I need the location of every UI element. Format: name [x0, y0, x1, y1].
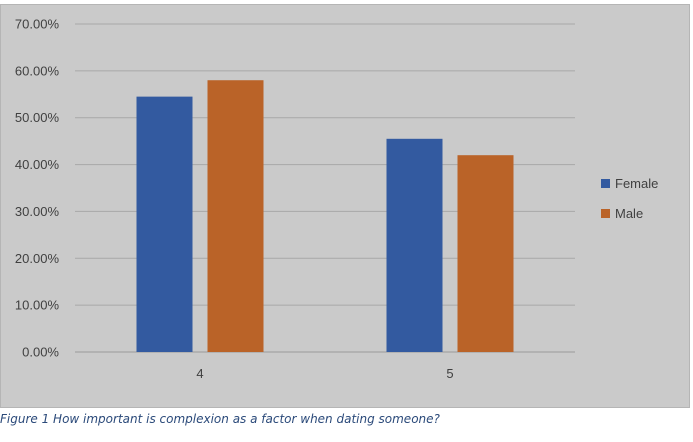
y-tick-label: 40.00% — [15, 157, 60, 172]
bar-female-4 — [136, 96, 193, 352]
x-tick-label: 4 — [196, 366, 203, 381]
legend-swatch-male — [601, 209, 610, 218]
bars — [136, 80, 514, 352]
y-tick-label: 0.00% — [22, 345, 59, 360]
legend-swatch-female — [601, 179, 610, 188]
bar-male-4 — [207, 80, 264, 352]
y-tick-label: 10.00% — [15, 298, 60, 313]
x-tick-label: 5 — [446, 366, 453, 381]
y-tick-label: 60.00% — [15, 63, 60, 78]
y-tick-label: 20.00% — [15, 251, 60, 266]
figure-caption: Figure 1 How important is complexion as … — [0, 412, 440, 426]
bar-male-5 — [457, 155, 514, 352]
y-tick-label: 30.00% — [15, 204, 60, 219]
legend: Female Male — [601, 176, 658, 221]
y-tick-label: 50.00% — [15, 110, 60, 125]
bar-chart: 0.00% 10.00% 20.00% 30.00% 40.00% 50.00% 60.00… — [15, 17, 658, 382]
y-axis-tick-labels: 0.00% 10.00% 20.00% 30.00% 40.00% 50.00% 60.00… — [15, 17, 60, 360]
legend-label-male: Male — [615, 206, 643, 221]
y-tick-label: 70.00% — [15, 17, 60, 32]
bar-female-5 — [386, 138, 443, 352]
legend-label-female: Female — [615, 176, 658, 191]
chart-area: 0.00% 10.00% 20.00% 30.00% 40.00% 50.00% 60.00… — [0, 4, 690, 408]
